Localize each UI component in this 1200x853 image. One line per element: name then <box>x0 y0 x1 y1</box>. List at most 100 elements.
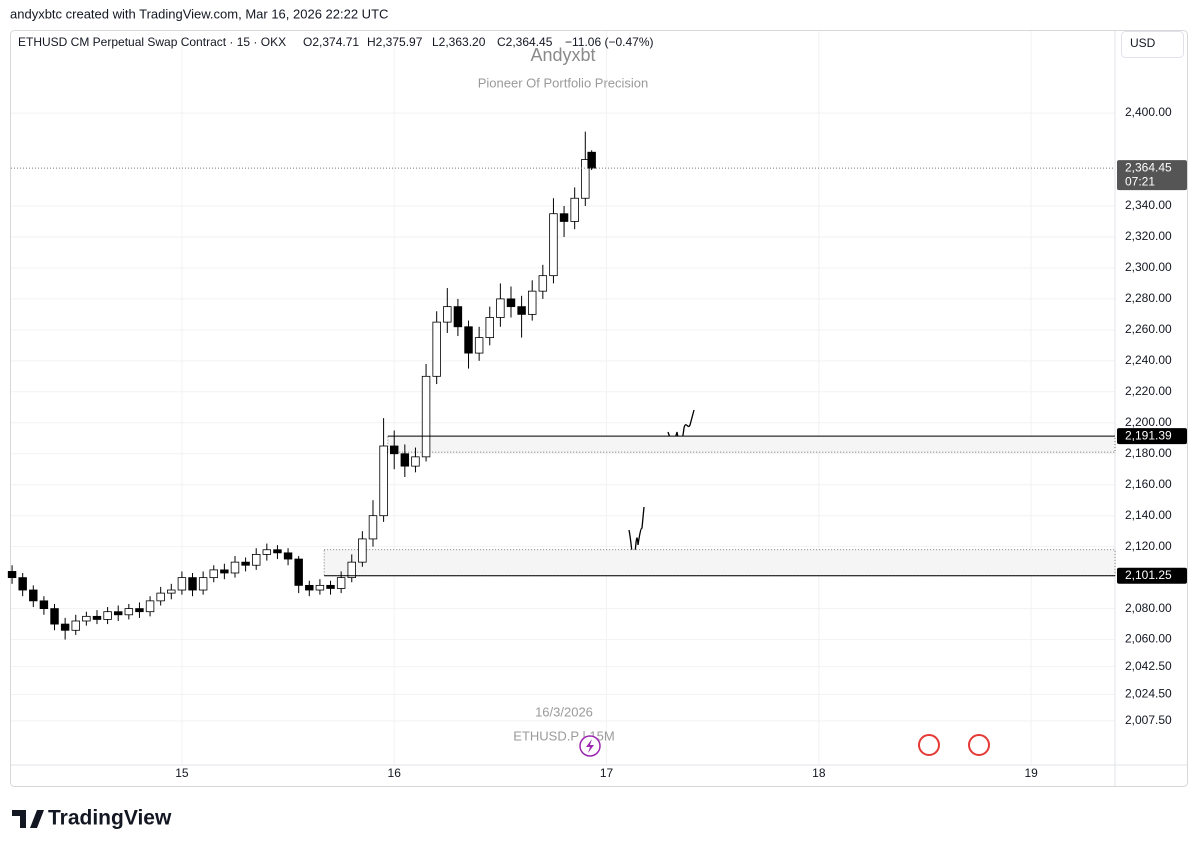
ohlc-change: −11.06 (−0.47%) <box>565 35 654 49</box>
candle-body <box>432 321 441 377</box>
candle-body <box>358 538 367 563</box>
currency-button[interactable] <box>1121 31 1184 58</box>
x-tick-label: 19 <box>1024 766 1038 780</box>
chart-frame <box>10 30 1188 787</box>
event-bolt <box>586 739 594 753</box>
candle-body <box>559 213 569 222</box>
candle-body <box>464 326 473 354</box>
candle-body <box>177 577 187 591</box>
candle-body <box>82 615 91 622</box>
y-tick-label: 2,340.00 <box>1125 198 1172 212</box>
y-tick-label: 2,080.00 <box>1125 601 1172 615</box>
candle-body <box>220 569 229 574</box>
y-tick-label: 2,400.00 <box>1125 105 1172 119</box>
candle-body <box>389 445 399 455</box>
top-bar: andyxbtc created with TradingView.com, M… <box>10 6 388 21</box>
candle-body <box>336 577 346 589</box>
watermark-title: Andyxbt <box>530 45 595 65</box>
price-label-box <box>1117 428 1187 445</box>
candle-body <box>549 213 558 277</box>
candle-body <box>124 608 134 616</box>
last-price-label: 2,364.45 <box>1125 160 1172 174</box>
y-tick-label: 2,160.00 <box>1125 477 1172 491</box>
candle-body <box>294 558 303 586</box>
candle-body <box>581 159 590 199</box>
y-tick-label: 2,220.00 <box>1125 384 1172 398</box>
candle-body <box>71 620 80 631</box>
candle-body <box>39 600 49 609</box>
footer-logo-text: TradingView <box>48 807 172 830</box>
candle-body <box>209 569 218 579</box>
y-tick-label: 2,200.00 <box>1125 415 1172 429</box>
y-tick-label: 2,300.00 <box>1125 260 1172 274</box>
candle-body <box>7 571 17 579</box>
price-label-box <box>1117 567 1187 584</box>
candle-body <box>368 515 378 540</box>
y-tick-label: 2,140.00 <box>1125 508 1172 522</box>
candle-body <box>527 290 537 315</box>
candle-body <box>18 577 27 591</box>
symbol: ETHUSD CM Perpetual Swap Contract · 15 ·… <box>18 35 286 49</box>
candle-body <box>135 608 144 613</box>
watermark-date: 16/3/2026 <box>535 704 593 719</box>
y-tick-label: 2,280.00 <box>1125 291 1172 305</box>
y-tick-label: 2,120.00 <box>1125 539 1172 553</box>
candle-body <box>113 611 123 616</box>
candle-body <box>315 584 325 591</box>
candle-body <box>347 561 356 579</box>
candle-body <box>103 611 112 620</box>
candle-body <box>538 275 548 292</box>
candle-body <box>570 197 579 222</box>
y-tick-label: 2,060.00 <box>1125 632 1172 646</box>
candle-body <box>453 306 463 328</box>
candle-body <box>421 375 431 458</box>
candle-body <box>485 317 494 339</box>
candle-body <box>60 623 70 631</box>
candle-body <box>241 561 250 566</box>
x-tick-label: 16 <box>388 766 402 780</box>
candle-body <box>283 552 293 560</box>
y-tick-label: 2,260.00 <box>1125 322 1172 336</box>
candle-body <box>145 600 155 613</box>
candle-body <box>262 549 272 555</box>
zone <box>387 435 1116 453</box>
y-tick-label: 2,240.00 <box>1125 353 1172 367</box>
candle-body <box>167 589 176 594</box>
candle-body <box>198 577 208 591</box>
y-tick-label: 2,042.50 <box>1125 659 1172 673</box>
watermark-subtitle: Pioneer Of Portfolio Precision <box>478 75 649 90</box>
x-tick-label: 15 <box>175 766 189 780</box>
candle-body <box>400 453 410 467</box>
currency-label: USD <box>1130 36 1156 50</box>
economic-event[interactable] <box>918 734 940 756</box>
y-tick-label: 2,007.50 <box>1125 713 1172 727</box>
candle-body <box>188 577 197 591</box>
candle-body <box>273 549 282 554</box>
candle-body <box>506 298 516 308</box>
ohlc-open: O2,374.71 <box>303 35 359 49</box>
y-tick-label: 2,320.00 <box>1125 229 1172 243</box>
candle-body <box>474 337 484 354</box>
price-label: 2,101.25 <box>1125 568 1172 582</box>
candle-body <box>326 584 335 589</box>
candle-body <box>587 151 596 169</box>
price-label: 2,191.39 <box>1125 428 1172 442</box>
candle-body <box>251 554 261 566</box>
candle-body <box>496 298 505 318</box>
ohlc-close: C2,364.45 <box>497 35 553 49</box>
candle-body <box>29 589 38 602</box>
candle-body <box>230 561 240 574</box>
y-tick-label: 2,024.50 <box>1125 687 1172 701</box>
candle-body <box>50 608 59 625</box>
ohlc-low: L2,363.20 <box>432 35 486 49</box>
candle-body <box>379 445 388 517</box>
economic-event[interactable] <box>968 734 990 756</box>
x-tick-label: 17 <box>600 766 614 780</box>
candle-body <box>92 615 102 620</box>
last-price-box <box>1117 160 1187 191</box>
y-tick-label: 2,180.00 <box>1125 446 1172 460</box>
zone <box>323 549 1116 577</box>
candle-body <box>443 306 452 323</box>
